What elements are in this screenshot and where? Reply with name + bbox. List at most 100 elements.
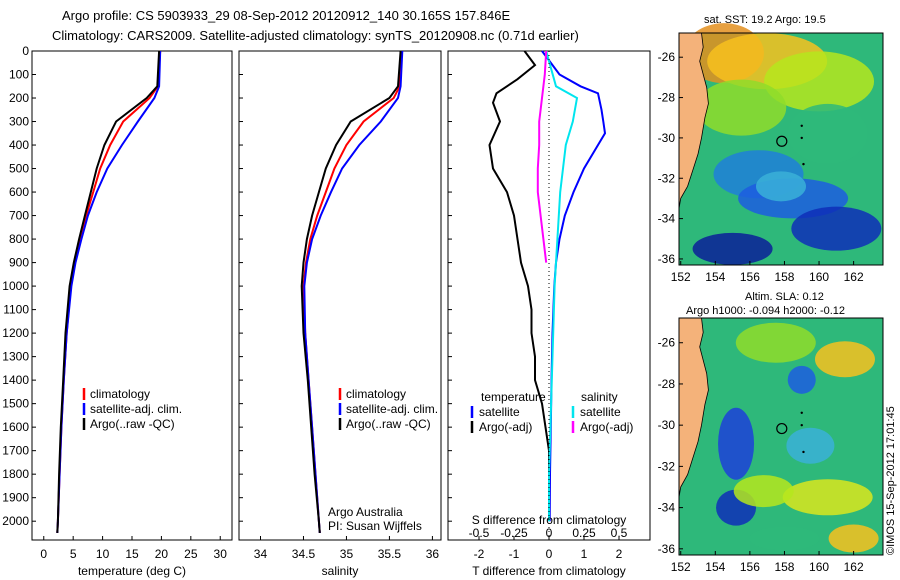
difference-legend-label: Argo(-adj)	[479, 420, 532, 434]
temperature-panel-series-argo-raw-qc-	[56, 50, 161, 533]
sla-map-track-point	[800, 423, 803, 427]
sla-map-float-marker	[776, 422, 788, 435]
sla-map-ytick-label: -36	[658, 542, 676, 556]
title-line-1: Argo profile: CS 5903933_29 08-Sep-2012 …	[62, 8, 511, 23]
temperature-panel-xtick-label: 30	[214, 547, 228, 561]
temperature-panel-series-climatology	[56, 50, 162, 533]
sla-map-xtick-label: 156	[740, 560, 760, 574]
temperature-panel-xtick-label: 0	[40, 547, 47, 561]
sst-map-xtick-label: 162	[844, 270, 864, 284]
temperature-panel-ytick-label: 200	[9, 91, 29, 105]
temperature-panel-frame	[31, 50, 233, 541]
sst-map-field-patch	[791, 206, 882, 251]
difference-legend-title-s: salinity	[581, 390, 618, 404]
title-line-2: Climatology: CARS2009. Satellite-adjuste…	[52, 28, 579, 43]
sla-map-field-patch	[782, 479, 873, 516]
sla-map-title-2: Argo h1000: -0.094 h2000: -0.12	[686, 305, 846, 317]
salinity-panel-series-argo-raw-qc-	[300, 50, 402, 533]
salinity-panel-xtick-label: 36	[426, 547, 440, 561]
temperature-panel-legend-label: climatology	[90, 387, 150, 401]
difference-panel-xtick-label: -2	[474, 547, 485, 561]
temperature-panel-ytick-label: 1200	[2, 326, 29, 340]
sla-map-field-patch	[786, 427, 835, 464]
sla-map-ytick-label: -30	[658, 418, 676, 432]
difference-panel-xlabel: T difference from climatology	[472, 564, 626, 578]
sla-map-ytick-label: -34	[658, 501, 676, 515]
difference-panel-series-s-argo-adj-	[536, 50, 548, 263]
sst-map-ytick-label: -26	[658, 50, 676, 64]
sla-map-frame	[678, 317, 884, 556]
temperature-panel-legend-label: Argo(..raw -QC)	[90, 417, 175, 431]
temperature-panel-ytick-label: 800	[9, 232, 29, 246]
difference-panel-xtick-label: -1	[509, 547, 520, 561]
temperature-panel-ytick-label: 1700	[2, 444, 29, 458]
sla-map-xtick-label: 154	[705, 560, 725, 574]
salinity-panel-frame	[238, 50, 442, 541]
difference-s-tick-label: 0.5	[611, 526, 628, 540]
temperature-panel-ytick-label: 300	[9, 115, 29, 129]
temperature-panel-ytick-label: 1800	[2, 467, 29, 481]
salinity-panel-xlabel: salinity	[322, 564, 359, 578]
temperature-panel-xtick-label: 20	[155, 547, 169, 561]
sla-map-field-patch	[787, 365, 816, 394]
sst-map-field-patch	[692, 232, 773, 265]
temperature-panel-ytick-label: 1300	[2, 350, 29, 364]
sla-map-field-patch	[718, 407, 755, 480]
temperature-panel-ytick-label: 2000	[2, 514, 29, 528]
salinity-panel-series-climatology	[302, 50, 403, 533]
temperature-panel-xtick-label: 10	[96, 547, 110, 561]
sst-map-ytick-label: -32	[658, 171, 676, 185]
difference-panel-series-s-satellite	[545, 50, 579, 522]
sst-map-track-point	[800, 124, 803, 128]
sst-map-ytick-label: -30	[658, 131, 676, 145]
sst-map-xtick-label: 158	[774, 270, 794, 284]
salinity-panel-legend-label: satellite-adj. clim.	[346, 402, 438, 416]
difference-s-xlabel: S difference from climatology	[472, 513, 627, 527]
temperature-panel-series-satellite-adj-clim-	[56, 50, 162, 533]
sst-map-xtick-label: 156	[740, 270, 760, 284]
temperature-panel-ytick-label: 700	[9, 209, 29, 223]
temperature-panel-ytick-label: 1400	[2, 373, 29, 387]
salinity-panel-legend-label: climatology	[346, 387, 406, 401]
sst-map-field-patch	[756, 171, 806, 202]
difference-s-tick-label: 0.25	[572, 526, 596, 540]
sla-map-ytick-label: -26	[658, 336, 676, 350]
sla-map-field-patch	[735, 322, 816, 363]
difference-legend-label: satellite	[479, 405, 520, 419]
sla-map-land	[678, 317, 709, 498]
difference-s-tick-label: 0	[546, 526, 553, 540]
sst-map-float-marker	[776, 135, 788, 147]
temperature-panel-ytick-label: 500	[9, 162, 29, 176]
temperature-panel-xtick-label: 25	[184, 547, 198, 561]
sla-map-ytick-label: -28	[658, 377, 676, 391]
salinity-panel-xtick-label: 35	[340, 547, 354, 561]
sla-map-xtick-label: 160	[809, 560, 829, 574]
sla-map-field-patch	[828, 524, 879, 553]
sst-map-title: sat. SST: 19.2 Argo: 19.5	[704, 14, 826, 26]
temperature-panel-xtick-label: 5	[70, 547, 77, 561]
sla-map-field-patch	[733, 475, 794, 508]
sst-map-ytick-label: -36	[658, 252, 676, 266]
temperature-panel-ytick-label: 600	[9, 185, 29, 199]
sst-map-ytick-label: -34	[658, 212, 676, 226]
sst-map-xtick-label: 152	[671, 270, 691, 284]
sla-map-track-point	[802, 450, 805, 454]
temperature-panel-ytick-label: 400	[9, 138, 29, 152]
temperature-panel-ytick-label: 100	[9, 68, 29, 82]
temperature-panel-ytick-label: 1000	[2, 279, 29, 293]
difference-legend-title-t: temperature	[481, 390, 546, 404]
salinity-annotation-1: Argo Australia	[328, 505, 403, 519]
sst-map-track-point	[800, 136, 803, 140]
sst-map-land	[678, 32, 709, 209]
sst-map-field-patch	[787, 103, 868, 164]
temperature-panel-ytick-label: 1600	[2, 420, 29, 434]
temperature-panel-ytick-label: 900	[9, 256, 29, 270]
salinity-panel-xtick-label: 34	[254, 547, 268, 561]
difference-legend-label: Argo(-adj)	[580, 420, 633, 434]
sst-map-ytick-label: -28	[658, 91, 676, 105]
difference-s-tick-label: -0.5	[469, 526, 490, 540]
difference-s-tick-label: -0.25	[500, 526, 528, 540]
sst-map-xtick-label: 154	[705, 270, 725, 284]
temperature-panel-xtick-label: 15	[125, 547, 139, 561]
sst-map-field-patch	[696, 79, 787, 136]
